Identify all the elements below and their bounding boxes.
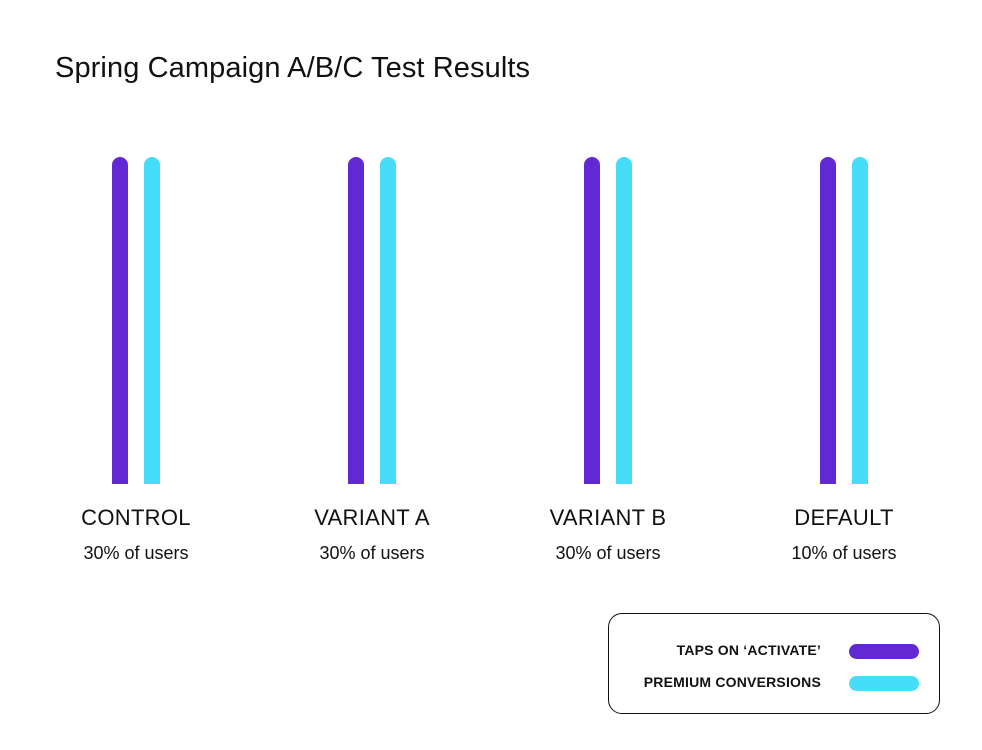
legend-label: PREMIUM CONVERSIONS: [643, 674, 821, 690]
bar-variant-a-series-2: [380, 157, 396, 484]
legend: TAPS ON ‘ACTIVATE’ PREMIUM CONVERSIONS: [608, 613, 940, 714]
category-label: VARIANT B: [549, 505, 667, 530]
category-label: DEFAULT: [794, 505, 894, 530]
legend-label: TAPS ON ‘ACTIVATE’: [676, 642, 821, 658]
bar-variant-b-series-1: [584, 157, 600, 484]
category-sublabel: 30% of users: [83, 543, 189, 563]
category-sublabel: 10% of users: [791, 543, 897, 563]
category-sublabel: 30% of users: [319, 543, 425, 563]
bars-group: [112, 157, 868, 484]
bar-default-series-2: [852, 157, 868, 484]
category-label: VARIANT A: [314, 505, 430, 530]
bar-variant-b-series-2: [616, 157, 632, 484]
category-label: CONTROL: [81, 505, 191, 530]
legend-item-conversions: PREMIUM CONVERSIONS: [609, 671, 939, 695]
bar-control-series-2: [144, 157, 160, 484]
legend-swatch: [849, 644, 919, 659]
bar-variant-a-series-1: [348, 157, 364, 484]
bar-default-series-1: [820, 157, 836, 484]
legend-swatch: [849, 676, 919, 691]
category-sublabel: 30% of users: [555, 543, 661, 563]
legend-item-taps: TAPS ON ‘ACTIVATE’: [609, 639, 939, 663]
chart-title: Spring Campaign A/B/C Test Results: [55, 52, 531, 84]
bar-control-series-1: [112, 157, 128, 484]
